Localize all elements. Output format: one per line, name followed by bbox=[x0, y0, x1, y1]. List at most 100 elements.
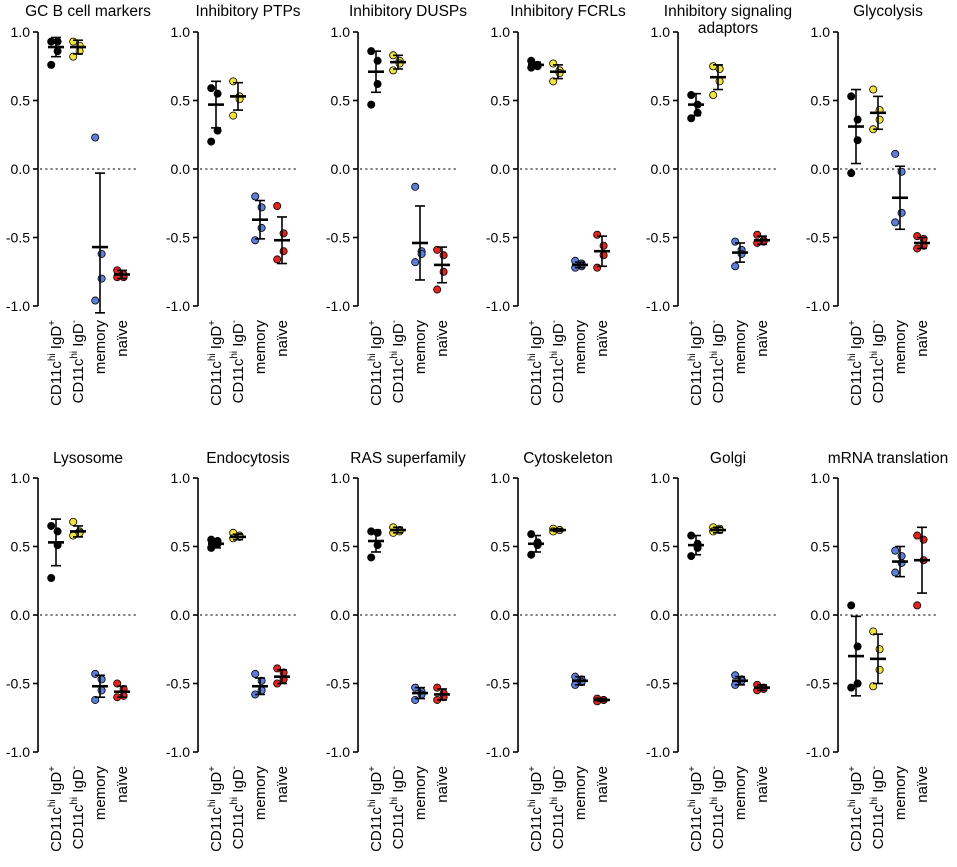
data-point bbox=[229, 77, 238, 86]
data-point bbox=[891, 149, 900, 158]
data-point bbox=[69, 531, 78, 540]
panel-title: Inhibitory FCRLs bbox=[510, 3, 626, 20]
data-point bbox=[527, 56, 536, 65]
data-point bbox=[373, 56, 382, 65]
data-point bbox=[119, 691, 128, 700]
chart-panel: Endocytosis 1.0 0.5 0.0 -0.5 -1.0 CD11chi IgD+… bbox=[166, 450, 298, 852]
data-point bbox=[847, 169, 856, 178]
data-point bbox=[853, 642, 862, 651]
data-point bbox=[433, 245, 442, 254]
category-label: naïve bbox=[274, 766, 291, 803]
y-tick-label: 0.0 bbox=[491, 607, 511, 623]
data-point bbox=[731, 671, 740, 680]
data-point bbox=[891, 218, 900, 227]
y-tick-label: 1.0 bbox=[171, 470, 191, 486]
data-point bbox=[731, 262, 740, 271]
category-label: memory bbox=[412, 766, 429, 821]
category-label: memory bbox=[732, 320, 749, 375]
category-label: naïve bbox=[114, 766, 131, 803]
y-tick-label: 0.0 bbox=[331, 607, 351, 623]
data-point bbox=[279, 247, 288, 256]
data-point bbox=[213, 126, 222, 135]
chart-panel: GC B cell markers 1.0 0.5 0.0 -0.5 -1.0 CD11ch… bbox=[6, 3, 151, 406]
y-tick-label: -0.5 bbox=[806, 676, 830, 692]
chart-panel: Inhibitory FCRLs 1.0 0.5 0.0 -0.5 -1.0 CD11chi… bbox=[486, 3, 626, 406]
data-point bbox=[549, 59, 558, 68]
panel-title: Lysosome bbox=[53, 450, 123, 467]
chart-panel: Cytoskeleton 1.0 0.5 0.0 -0.5 -1.0 CD11chi IgD… bbox=[486, 450, 618, 852]
category-label: CD11chi IgD+ bbox=[207, 766, 225, 852]
data-point bbox=[433, 683, 442, 692]
y-tick-label: 0.5 bbox=[11, 539, 31, 555]
category-label: CD11chi IgD+ bbox=[847, 320, 865, 406]
data-point bbox=[891, 568, 900, 577]
data-point bbox=[53, 47, 62, 56]
y-tick-label: 0.5 bbox=[11, 93, 31, 109]
panel-title: Inhibitory signaling bbox=[664, 3, 792, 20]
data-point bbox=[251, 236, 260, 245]
data-point bbox=[599, 241, 608, 250]
panel-title: Golgi bbox=[710, 450, 746, 467]
data-point bbox=[875, 115, 884, 124]
category-label: naïve bbox=[434, 766, 451, 803]
data-point bbox=[213, 89, 222, 98]
data-point bbox=[367, 553, 376, 562]
category-label: memory bbox=[892, 320, 909, 375]
data-point bbox=[229, 111, 238, 120]
panel-title: Endocytosis bbox=[206, 450, 290, 467]
chart-panel: Glycolysis 1.0 0.5 0.0 -0.5 -1.0 CD11chi IgD+C… bbox=[806, 3, 938, 406]
data-point bbox=[891, 546, 900, 555]
data-point bbox=[69, 52, 78, 61]
data-point bbox=[897, 208, 906, 217]
y-tick-label: 1.0 bbox=[651, 24, 671, 40]
data-point bbox=[875, 665, 884, 674]
y-tick-label: 1.0 bbox=[11, 24, 31, 40]
data-point bbox=[69, 37, 78, 46]
data-point bbox=[847, 683, 856, 692]
data-point bbox=[257, 223, 266, 232]
category-label: naïve bbox=[114, 320, 131, 357]
y-tick-label: -1.0 bbox=[806, 298, 830, 314]
y-tick-label: 0.5 bbox=[651, 539, 671, 555]
data-point bbox=[411, 182, 420, 191]
category-label: naïve bbox=[594, 766, 611, 803]
y-tick-label: -1.0 bbox=[646, 744, 670, 760]
data-point bbox=[367, 100, 376, 109]
data-point bbox=[869, 682, 878, 691]
data-point bbox=[91, 669, 100, 678]
category-label: CD11chi IgD+ bbox=[527, 766, 545, 852]
y-tick-label: 0.0 bbox=[491, 161, 511, 177]
data-point bbox=[869, 627, 878, 636]
data-point bbox=[273, 201, 282, 210]
data-point bbox=[687, 114, 696, 123]
y-tick-label: 0.0 bbox=[11, 607, 31, 623]
y-tick-label: -1.0 bbox=[486, 744, 510, 760]
category-label: CD11chi IgD+ bbox=[367, 766, 385, 852]
panel-title: mRNA translation bbox=[828, 450, 949, 467]
y-tick-label: -0.5 bbox=[486, 230, 510, 246]
data-point bbox=[715, 64, 724, 73]
chart-panel: RAS superfamily 1.0 0.5 0.0 -0.5 -1.0 CD11chi … bbox=[326, 450, 466, 852]
data-point bbox=[715, 77, 724, 86]
data-point bbox=[97, 274, 106, 283]
y-tick-label: 1.0 bbox=[651, 470, 671, 486]
y-tick-label: -1.0 bbox=[646, 298, 670, 314]
category-label: CD11chi IgD+ bbox=[47, 766, 65, 852]
y-tick-label: 0.5 bbox=[171, 93, 191, 109]
y-tick-label: 0.0 bbox=[331, 161, 351, 177]
data-point bbox=[47, 521, 56, 530]
y-tick-label: -0.5 bbox=[6, 230, 30, 246]
panel-title: Cytoskeleton bbox=[523, 450, 613, 467]
category-label: naïve bbox=[594, 320, 611, 357]
chart-panel: mRNA translation 1.0 0.5 0.0 -0.5 -1.0 CD11chi… bbox=[806, 450, 948, 852]
category-label: naïve bbox=[434, 320, 451, 357]
data-point bbox=[257, 686, 266, 695]
category-label: naïve bbox=[914, 766, 931, 803]
category-label: CD11chi IgD- bbox=[869, 320, 887, 403]
data-point bbox=[417, 249, 426, 258]
panel-title-line: adaptors bbox=[698, 20, 759, 37]
y-tick-label: -1.0 bbox=[6, 298, 30, 314]
category-label: CD11chi IgD- bbox=[69, 766, 87, 849]
category-label: memory bbox=[92, 766, 109, 821]
